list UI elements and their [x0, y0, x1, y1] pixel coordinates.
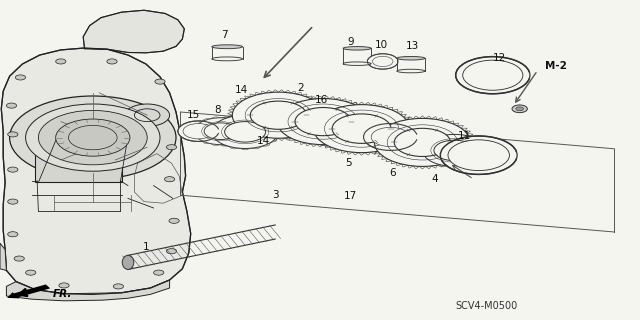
Circle shape [164, 177, 175, 182]
Text: 14: 14 [236, 84, 248, 95]
Circle shape [448, 140, 509, 171]
Circle shape [456, 57, 530, 94]
Text: 10: 10 [375, 40, 388, 51]
Circle shape [166, 145, 177, 150]
FancyBboxPatch shape [35, 135, 122, 182]
Circle shape [225, 122, 266, 142]
Text: 2: 2 [298, 83, 304, 93]
Text: 5: 5 [346, 158, 352, 168]
Text: 1: 1 [143, 242, 149, 252]
Circle shape [155, 79, 165, 84]
Polygon shape [0, 243, 6, 270]
Circle shape [314, 105, 410, 153]
Circle shape [250, 101, 307, 129]
Circle shape [59, 283, 69, 288]
Polygon shape [6, 280, 170, 301]
Text: 16: 16 [315, 95, 328, 105]
Circle shape [26, 104, 160, 171]
Polygon shape [1, 48, 191, 294]
Circle shape [8, 167, 18, 172]
Circle shape [15, 75, 26, 80]
Text: M-2: M-2 [545, 61, 567, 71]
Circle shape [154, 270, 164, 275]
Circle shape [374, 118, 470, 166]
Ellipse shape [397, 69, 425, 73]
Circle shape [372, 56, 393, 67]
Circle shape [422, 134, 486, 166]
Text: SCV4-M0500: SCV4-M0500 [455, 300, 518, 311]
Circle shape [371, 127, 410, 147]
Text: 9: 9 [348, 36, 354, 47]
Ellipse shape [212, 45, 243, 49]
Circle shape [169, 218, 179, 223]
Text: 6: 6 [389, 168, 396, 178]
FancyArrow shape [7, 284, 50, 299]
Circle shape [332, 114, 391, 143]
Text: 4: 4 [432, 174, 438, 184]
Text: 17: 17 [344, 191, 356, 201]
Circle shape [277, 99, 369, 145]
Circle shape [440, 136, 517, 174]
Circle shape [38, 110, 147, 165]
Circle shape [26, 270, 36, 275]
Circle shape [434, 140, 475, 161]
Circle shape [113, 284, 124, 289]
Text: 13: 13 [406, 41, 419, 52]
Text: FR.: FR. [52, 289, 72, 299]
Ellipse shape [212, 57, 243, 61]
Polygon shape [83, 10, 184, 53]
Circle shape [394, 128, 451, 156]
Text: 11: 11 [458, 131, 470, 141]
Circle shape [212, 115, 278, 148]
Ellipse shape [343, 62, 371, 66]
Ellipse shape [122, 255, 134, 269]
Circle shape [8, 132, 18, 137]
Circle shape [8, 232, 18, 237]
Circle shape [178, 121, 219, 141]
Circle shape [10, 96, 176, 179]
Circle shape [295, 108, 351, 136]
Text: 14: 14 [257, 136, 270, 146]
Circle shape [56, 119, 130, 156]
Circle shape [14, 256, 24, 261]
Circle shape [367, 54, 398, 69]
Ellipse shape [343, 47, 371, 50]
Ellipse shape [397, 56, 425, 60]
Text: 7: 7 [221, 30, 227, 40]
Text: 12: 12 [493, 52, 506, 63]
Circle shape [107, 59, 117, 64]
Circle shape [125, 104, 170, 126]
Circle shape [463, 60, 523, 90]
Circle shape [183, 124, 214, 139]
Circle shape [194, 118, 248, 145]
Circle shape [232, 92, 324, 138]
Circle shape [204, 123, 237, 140]
Circle shape [364, 124, 417, 150]
Text: 8: 8 [214, 105, 221, 116]
Circle shape [516, 107, 524, 111]
Circle shape [6, 103, 17, 108]
Circle shape [56, 59, 66, 64]
Circle shape [166, 249, 177, 254]
Circle shape [8, 199, 18, 204]
Text: 15: 15 [187, 110, 200, 120]
Circle shape [512, 105, 527, 113]
Text: 3: 3 [272, 190, 278, 200]
